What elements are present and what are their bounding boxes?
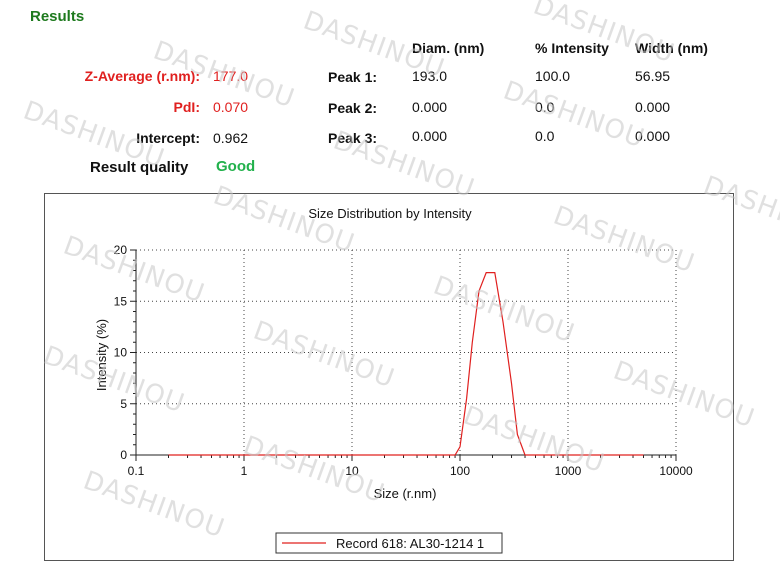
- pdi-value: 0.070: [213, 99, 249, 115]
- series-line: [168, 272, 644, 456]
- y-tick-label: 15: [114, 294, 128, 308]
- legend-box: [275, 532, 503, 554]
- x-axis-label: Size (r.nm): [374, 486, 437, 501]
- peak-1-label: Peak 1:: [328, 69, 378, 85]
- x-tick-label: 100: [450, 464, 470, 478]
- intercept-value: 0.962: [213, 130, 249, 146]
- legend-label: Record 618: AL30-1214 1: [336, 536, 484, 551]
- result-quality-label: Result quality: [90, 159, 189, 176]
- z-average-value: 177.0: [213, 68, 249, 84]
- peak-2-diam: 0.000: [412, 99, 448, 115]
- peak-3-label: Peak 3:: [328, 130, 378, 146]
- x-tick-label: 0.1: [128, 464, 145, 478]
- series-layer: [168, 272, 644, 456]
- y-tick-label: 5: [120, 397, 127, 411]
- peak-2-intensity: 0.0: [535, 99, 555, 115]
- x-tick-label: 1: [241, 464, 248, 478]
- z-average-label: Z-Average (r.nm):: [84, 68, 200, 84]
- y-tick-label: 10: [114, 346, 128, 360]
- y-tick-label: 0: [120, 448, 127, 462]
- x-tick-label: 10000: [659, 464, 693, 478]
- peaks-header-diam: Diam. (nm): [412, 40, 485, 56]
- result-quality-value: Good: [216, 158, 256, 175]
- peak-3-diam: 0.000: [412, 128, 448, 144]
- peak-3-width: 0.000: [635, 128, 671, 144]
- x-tick-label: 1000: [555, 464, 582, 478]
- x-tick-label: 10: [345, 464, 359, 478]
- peak-2-label: Peak 2:: [328, 100, 378, 116]
- results-title: Results: [30, 8, 85, 25]
- intercept-label: Intercept:: [136, 130, 200, 146]
- pdi-label: PdI:: [173, 99, 200, 115]
- peak-1-width: 56.95: [635, 68, 671, 84]
- peak-3-intensity: 0.0: [535, 128, 555, 144]
- chart-frame: [44, 193, 734, 561]
- peak-1-intensity: 100.0: [535, 68, 571, 84]
- peak-2-width: 0.000: [635, 99, 671, 115]
- peaks-header-intensity: % Intensity: [535, 40, 609, 56]
- peak-1-diam: 193.0: [412, 68, 448, 84]
- chart-title: Size Distribution by Intensity: [308, 206, 472, 221]
- axis-layer: 0.1 1 10 100 1000 10000 0 5 10 15 20: [114, 243, 693, 478]
- y-axis-label: Intensity (%): [94, 319, 109, 391]
- grid-layer: [136, 249, 677, 455]
- y-tick-label: 20: [114, 243, 128, 257]
- peaks-header-width: Width (nm): [635, 40, 708, 56]
